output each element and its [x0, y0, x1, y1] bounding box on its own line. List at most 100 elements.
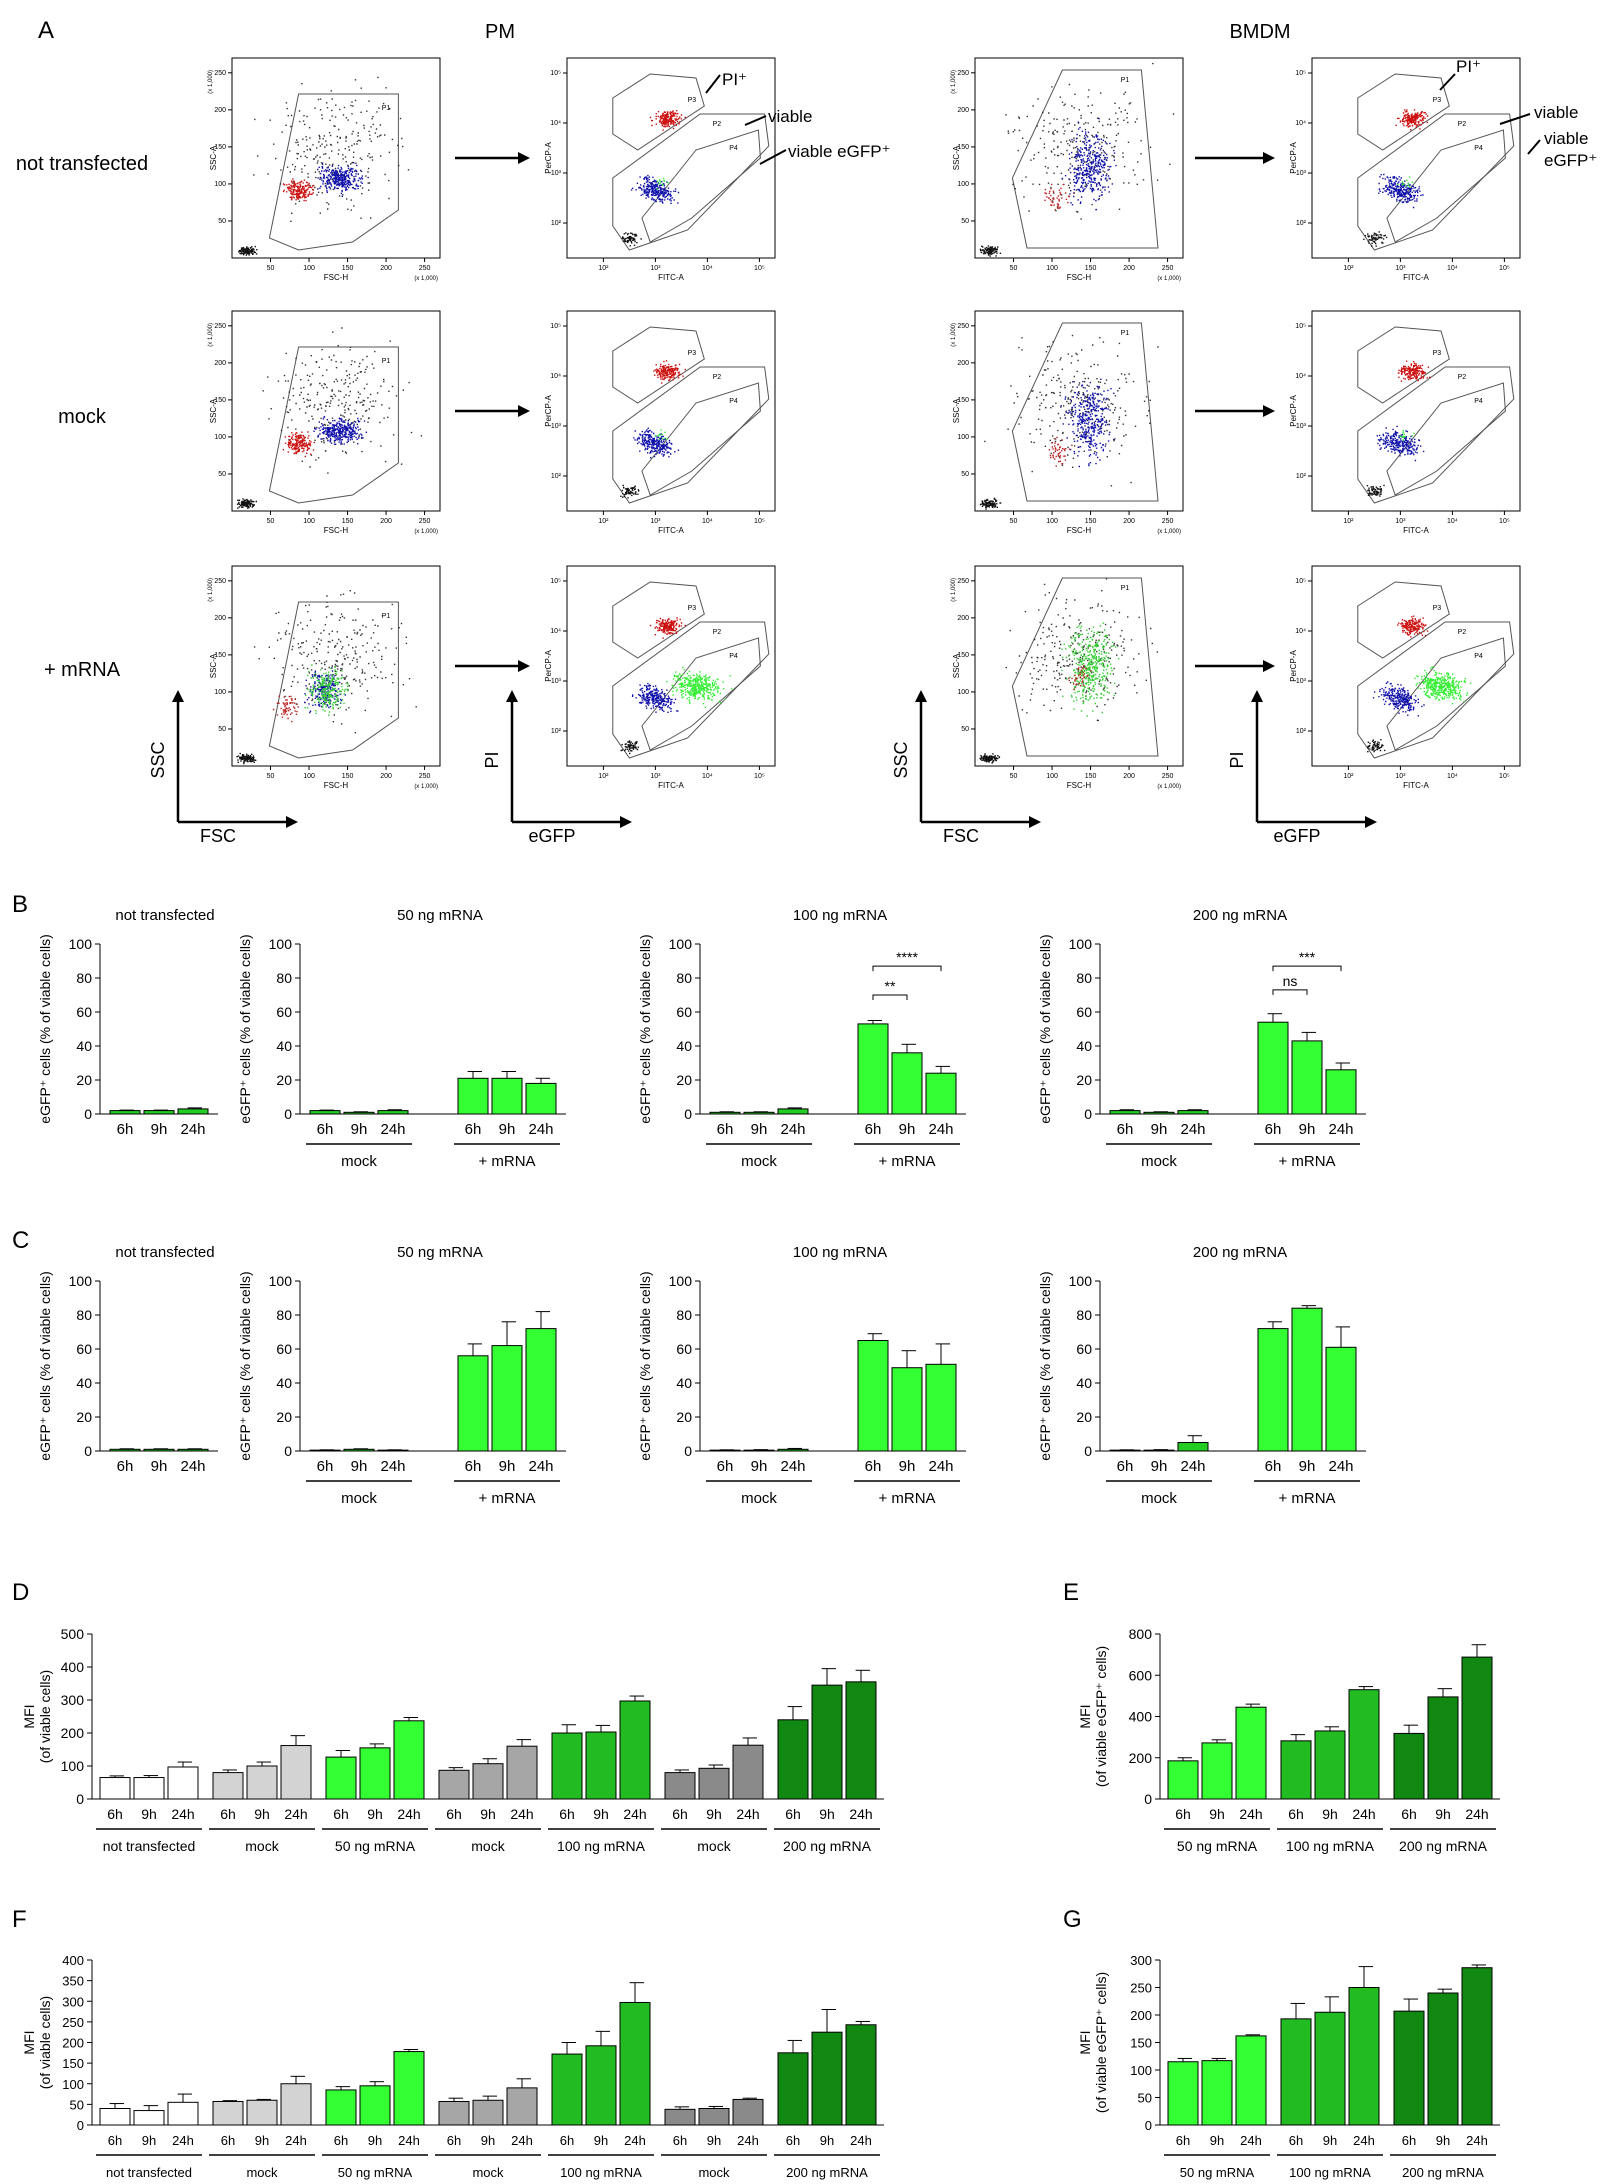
y-tick-label: 10³ — [1296, 170, 1307, 177]
x-tick-label: 6h — [1288, 1806, 1304, 1822]
y-tick-label: 60 — [276, 1004, 292, 1020]
x-tick-label: 24h — [180, 1121, 205, 1138]
y-tick-label: 200 — [1130, 2008, 1152, 2023]
x-tick-label: 9h — [481, 2133, 495, 2148]
x-tick-label: 250 — [1162, 265, 1174, 272]
x-axis-title: FITC-A — [658, 781, 684, 790]
gate-label-p2: P2 — [1458, 629, 1467, 636]
y-axis-title: SSC-A — [952, 653, 961, 678]
x-tick-label: 9h — [899, 1458, 916, 1475]
x-tick-label: 10² — [598, 518, 609, 525]
y-axis-title-line: eGFP⁺ cells (% of viable cells) — [637, 934, 653, 1123]
plot-frame — [231, 310, 441, 512]
gate-p4 — [641, 382, 761, 496]
bar-24h — [280, 1745, 312, 1800]
plot-frame — [974, 57, 1184, 259]
y-tick-label: 100 — [1069, 936, 1093, 952]
callout-egfp2-bmdm: eGFP⁺ — [1544, 151, 1597, 170]
bar-24h — [1325, 1346, 1357, 1452]
egfp-axis-label: eGFP — [528, 826, 575, 846]
y-tick-label: 250 — [214, 70, 226, 77]
pi-egfp-plot: 10² 10² 10³ 10³ 10⁴ 10⁴ 10⁵ 10⁵ FITC-A PerCP-A P3 P… — [544, 310, 776, 535]
x-tick-label: 9h — [1299, 1121, 1316, 1138]
x-tick-label: 6h — [560, 2133, 574, 2148]
group-label: 50 ng mRNA — [335, 1838, 416, 1854]
y-tick-label: 250 — [957, 578, 969, 585]
group-label: 200 ng mRNA — [1402, 2165, 1484, 2180]
y-tick-label: 50 — [1138, 2091, 1152, 2106]
population-cluster — [1044, 183, 1075, 211]
x-tick-label: 10² — [598, 265, 609, 272]
panel-label-c: C — [12, 1227, 29, 1254]
y-tick-label: 350 — [62, 1974, 84, 1989]
bar-24h — [377, 1110, 409, 1115]
significance-bracket — [872, 994, 908, 1000]
dead-cell-cluster — [1397, 615, 1429, 638]
y-tick-label: 10² — [551, 473, 562, 480]
bar-24h — [1348, 1987, 1380, 2126]
y-tick-label: 10⁵ — [1295, 70, 1306, 77]
x-tick-label: 200 — [1123, 265, 1135, 272]
gate-label-p4: P4 — [729, 398, 738, 405]
x-tick-label: 24h — [928, 1458, 953, 1475]
x-tick-label: 50 — [267, 773, 275, 780]
x-tick-label: 250 — [419, 518, 431, 525]
callout-viable-pm: viable — [768, 107, 812, 126]
x-tick-label: 100 — [1046, 773, 1058, 780]
y-axis-title: eGFP⁺ cells (% of viable cells) — [637, 1271, 653, 1460]
x-tick-label: 50 — [1010, 518, 1018, 525]
scatter-background — [262, 327, 423, 474]
x-tick-label: 9h — [899, 1121, 916, 1138]
panel-label-d: D — [12, 1579, 29, 1606]
y-tick-label: 0 — [684, 1106, 692, 1122]
x-tick-label: 24h — [1180, 1121, 1205, 1138]
y-axis-title: SSC-A — [952, 145, 961, 170]
y-tick-label: 50 — [961, 218, 969, 225]
population-cluster — [272, 695, 299, 723]
bar-9h — [1314, 1730, 1346, 1800]
y-tick-label: 10⁵ — [1295, 578, 1306, 585]
y-tick-label: 150 — [957, 397, 969, 404]
chart-title: 50 ng mRNA — [397, 1244, 483, 1261]
arrow-head — [620, 816, 632, 828]
bar-24h — [1177, 1110, 1209, 1115]
viable-cluster — [1372, 681, 1425, 717]
gate-label-p2: P2 — [713, 374, 722, 381]
bar-24h — [1348, 1689, 1380, 1800]
gate-label-p2: P2 — [713, 121, 722, 128]
y-axis-title-line: (of viable cells) — [37, 1670, 53, 1763]
y-tick-label: 100 — [1130, 2063, 1152, 2078]
x-tick-label: 6h — [108, 2133, 122, 2148]
gate-p3 — [1357, 581, 1450, 659]
y-tick-label: 10³ — [551, 678, 562, 685]
x-tick-label: 24h — [510, 1806, 533, 1822]
y-tick-label: 100 — [61, 1758, 85, 1774]
gate-p2 — [612, 621, 770, 759]
arrow-head — [506, 690, 518, 702]
x-tick-label: 24h — [1353, 2133, 1375, 2148]
row-label-mrna: + mRNA — [44, 659, 121, 681]
gate-label-p1: P1 — [382, 613, 391, 620]
y-tick-label: 20 — [76, 1072, 92, 1088]
x-tick-label: 50 — [1010, 773, 1018, 780]
gate-p2 — [612, 366, 770, 504]
panel-label-a: A — [38, 17, 54, 44]
fsc-ssc-plot: 50 50 100 100 150 150 200 200 250 250 FSC-H (x 1,00… — [951, 57, 1184, 282]
x-tick-label: 24h — [1180, 1458, 1205, 1475]
y-tick-label: 80 — [276, 1307, 292, 1323]
callout-line — [1439, 73, 1456, 91]
x-tick-label: 150 — [1085, 518, 1097, 525]
y-axis-title: eGFP⁺ cells (% of viable cells) — [237, 934, 253, 1123]
bar-6h — [438, 2100, 470, 2126]
bar-9h — [1427, 1696, 1459, 1800]
group-label: mock — [471, 1838, 505, 1854]
y-tick-label: 200 — [214, 107, 226, 114]
y-tick-label: 100 — [269, 1273, 293, 1289]
bar-6h — [212, 2100, 244, 2126]
bar-24h — [393, 1720, 425, 1800]
x-tick-label: 10⁵ — [754, 518, 765, 525]
x-tick-label: 6h — [317, 1121, 334, 1138]
bar-24h — [619, 1700, 651, 1800]
x-tick-label: 10³ — [650, 518, 661, 525]
